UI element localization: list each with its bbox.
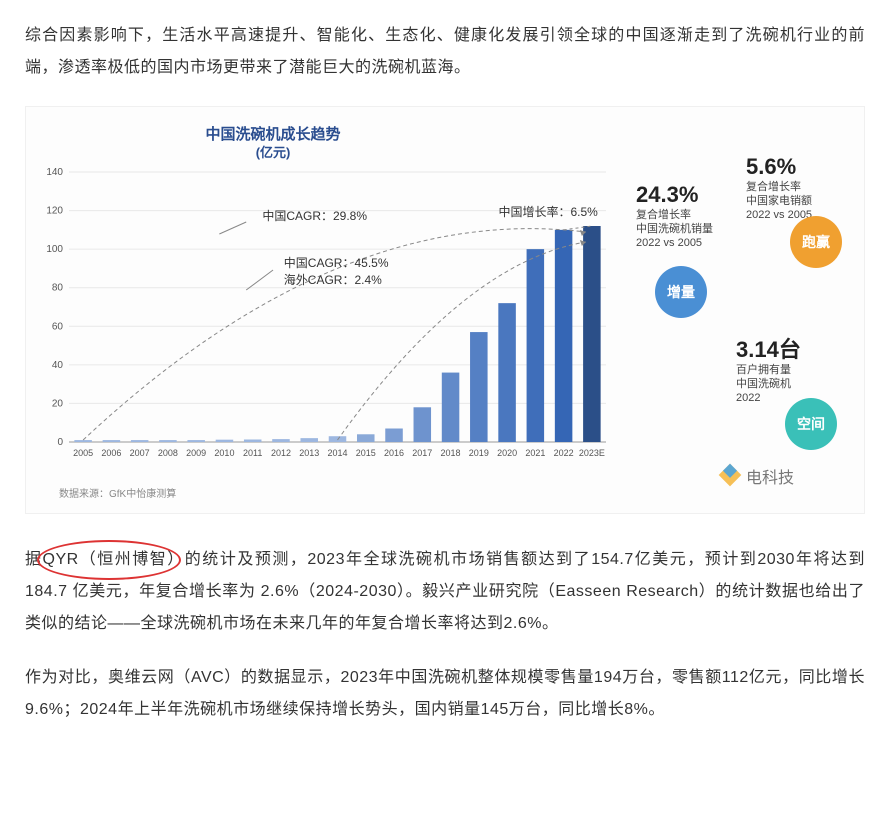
- paragraph-intro: 综合因素影响下，生活水平高速提升、智能化、生态化、健康化发展引领全球的中国逐渐走…: [25, 20, 865, 84]
- paragraph-qyr: 据QYR（恒州博智）的统计及预测，2023年全球洗碗机市场销售额达到了154.7…: [25, 544, 865, 640]
- svg-text:60: 60: [52, 321, 64, 332]
- svg-text:2008: 2008: [158, 448, 178, 458]
- svg-text:数据来源：GfK中怡康测算: 数据来源：GfK中怡康测算: [59, 487, 176, 500]
- svg-text:2013: 2013: [299, 448, 319, 458]
- svg-text:中国洗碗机销量: 中国洗碗机销量: [636, 221, 713, 235]
- chart-container: 中国洗碗机成长趋势 (亿元) 0 20 40 60 80 100 120 140 2005 2006 2…: [25, 106, 865, 514]
- svg-text:2022: 2022: [736, 392, 760, 404]
- svg-text:80: 80: [52, 283, 64, 294]
- svg-text:中国CAGR：45.5%: 中国CAGR：45.5%: [284, 255, 389, 270]
- svg-text:20: 20: [52, 398, 64, 409]
- svg-text:中国洗碗机: 中国洗碗机: [736, 376, 791, 390]
- svg-text:2015: 2015: [356, 448, 376, 458]
- svg-text:2017: 2017: [412, 448, 432, 458]
- svg-text:2009: 2009: [186, 448, 206, 458]
- svg-text:电科技: 电科技: [746, 469, 794, 487]
- svg-text:2005: 2005: [73, 448, 93, 458]
- svg-text:2007: 2007: [130, 448, 150, 458]
- svg-text:140: 140: [46, 167, 63, 178]
- svg-text:中国家电销额: 中国家电销额: [746, 193, 812, 207]
- svg-text:0: 0: [57, 437, 63, 448]
- svg-text:(亿元): (亿元): [256, 145, 291, 160]
- svg-text:增量: 增量: [667, 284, 695, 300]
- growth-chart: 中国洗碗机成长趋势 (亿元) 0 20 40 60 80 100 120 140 2005 2006 2…: [34, 117, 856, 507]
- svg-text:2023E: 2023E: [579, 448, 605, 458]
- svg-text:2011: 2011: [243, 448, 262, 458]
- svg-text:复合增长率: 复合增长率: [636, 207, 691, 221]
- svg-text:空间: 空间: [797, 416, 825, 432]
- svg-text:2006: 2006: [101, 448, 121, 458]
- svg-text:2012: 2012: [271, 448, 291, 458]
- svg-text:2010: 2010: [214, 448, 234, 458]
- svg-text:3.14台: 3.14台: [736, 337, 801, 362]
- svg-text:2022: 2022: [554, 448, 574, 458]
- svg-text:中国增长率：6.5%: 中国增长率：6.5%: [499, 204, 599, 219]
- svg-text:2022 vs 2005: 2022 vs 2005: [746, 209, 812, 221]
- svg-text:中国CAGR：29.8%: 中国CAGR：29.8%: [262, 208, 367, 223]
- svg-text:100: 100: [46, 244, 63, 255]
- svg-text:2016: 2016: [384, 448, 404, 458]
- svg-text:跑赢: 跑赢: [802, 234, 830, 250]
- svg-text:2018: 2018: [441, 448, 461, 458]
- svg-text:5.6%: 5.6%: [746, 154, 796, 179]
- svg-text:2014: 2014: [327, 448, 347, 458]
- paragraph-avc: 作为对比，奥维云网（AVC）的数据显示，2023年中国洗碗机整体规模零售量194…: [25, 662, 865, 726]
- svg-text:2022 vs 2005: 2022 vs 2005: [636, 237, 702, 249]
- svg-text:中国洗碗机成长趋势: 中国洗碗机成长趋势: [206, 125, 341, 143]
- svg-text:2020: 2020: [497, 448, 517, 458]
- svg-text:复合增长率: 复合增长率: [746, 179, 801, 193]
- svg-text:24.3%: 24.3%: [636, 182, 698, 207]
- svg-text:百户拥有量: 百户拥有量: [736, 362, 791, 376]
- svg-text:120: 120: [46, 206, 63, 217]
- svg-text:2019: 2019: [469, 448, 489, 458]
- svg-text:2021: 2021: [525, 448, 545, 458]
- svg-text:海外CAGR：2.4%: 海外CAGR：2.4%: [284, 272, 382, 287]
- svg-text:40: 40: [52, 360, 64, 371]
